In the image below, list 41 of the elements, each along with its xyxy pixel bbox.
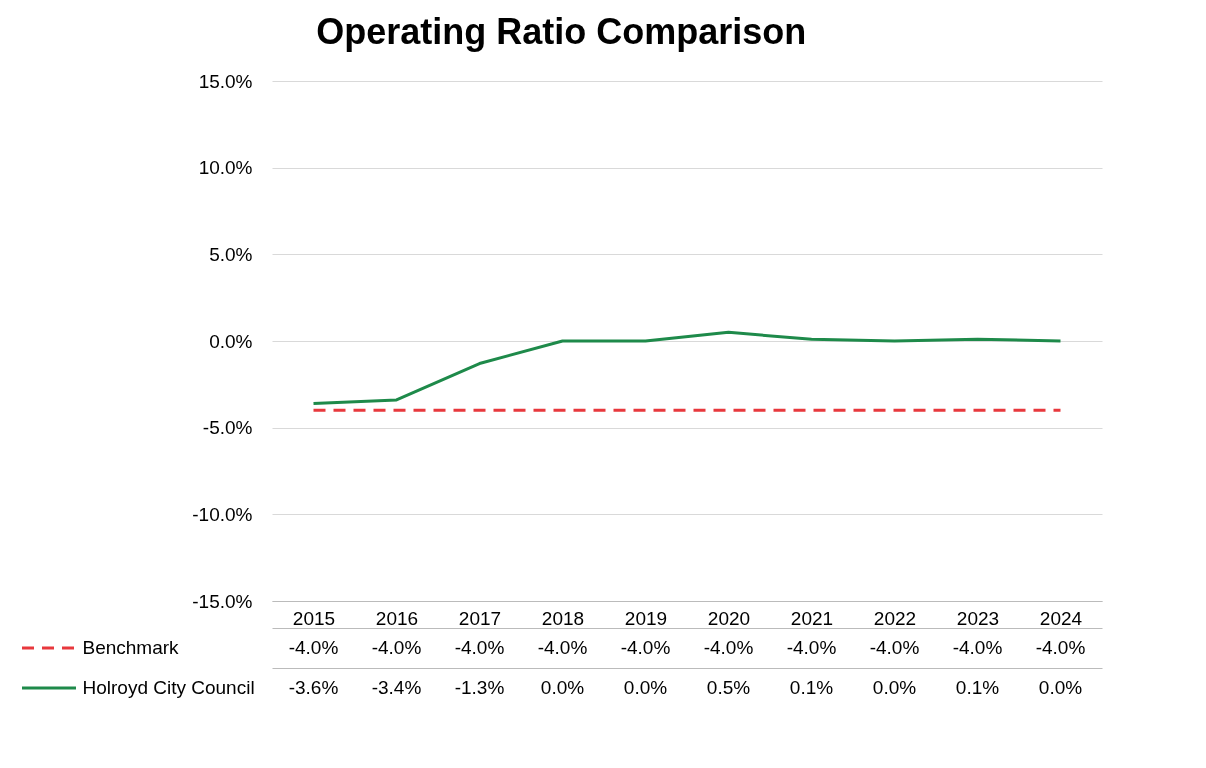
y-tick-label: 10.0% bbox=[198, 157, 253, 179]
y-tick-label: -5.0% bbox=[202, 417, 253, 439]
legend-label: Holroyd City Council bbox=[82, 677, 255, 698]
x-tick-label: 2017 bbox=[458, 607, 502, 629]
x-tick-label: 2023 bbox=[956, 607, 1000, 629]
data-label: -4.0% bbox=[869, 637, 920, 658]
data-label: -4.0% bbox=[537, 637, 588, 658]
data-label: -3.6% bbox=[288, 677, 339, 698]
data-label: 0.0% bbox=[623, 677, 668, 698]
x-tick-label: 2019 bbox=[624, 607, 668, 629]
data-label: 0.0% bbox=[540, 677, 585, 698]
data-label: 0.1% bbox=[789, 677, 834, 698]
line-series bbox=[312, 330, 1062, 405]
data-label: -4.0% bbox=[703, 637, 754, 658]
y-tick-label: 5.0% bbox=[209, 243, 253, 265]
data-label: 0.5% bbox=[706, 677, 751, 698]
x-tick-label: 2022 bbox=[873, 607, 917, 629]
x-tick-label: 2018 bbox=[541, 607, 585, 629]
data-label: -4.0% bbox=[371, 637, 422, 658]
data-label: 0.0% bbox=[1038, 677, 1083, 698]
y-tick-label: 15.0% bbox=[198, 70, 253, 92]
y-tick-label: -10.0% bbox=[192, 503, 253, 525]
x-tick-label: 2024 bbox=[1039, 607, 1083, 629]
data-label: -4.0% bbox=[620, 637, 671, 658]
data-label: -4.0% bbox=[1035, 637, 1086, 658]
data-label: 0.1% bbox=[955, 677, 1000, 698]
data-label: -4.0% bbox=[454, 637, 505, 658]
data-label: -1.3% bbox=[454, 677, 505, 698]
legend-label: Benchmark bbox=[82, 637, 180, 658]
x-tick-label: 2015 bbox=[292, 607, 336, 629]
data-label: -3.4% bbox=[371, 677, 422, 698]
x-tick-label: 2020 bbox=[707, 607, 751, 629]
data-label: -4.0% bbox=[952, 637, 1003, 658]
y-tick-label: -15.0% bbox=[192, 590, 253, 612]
data-label: 0.0% bbox=[872, 677, 917, 698]
data-label: -4.0% bbox=[288, 637, 339, 658]
chart-title: Operating Ratio Comparison bbox=[316, 11, 807, 52]
y-tick-label: 0.0% bbox=[209, 330, 253, 352]
x-tick-label: 2016 bbox=[375, 607, 419, 629]
x-tick-label: 2021 bbox=[790, 607, 834, 629]
data-label: -4.0% bbox=[786, 637, 837, 658]
